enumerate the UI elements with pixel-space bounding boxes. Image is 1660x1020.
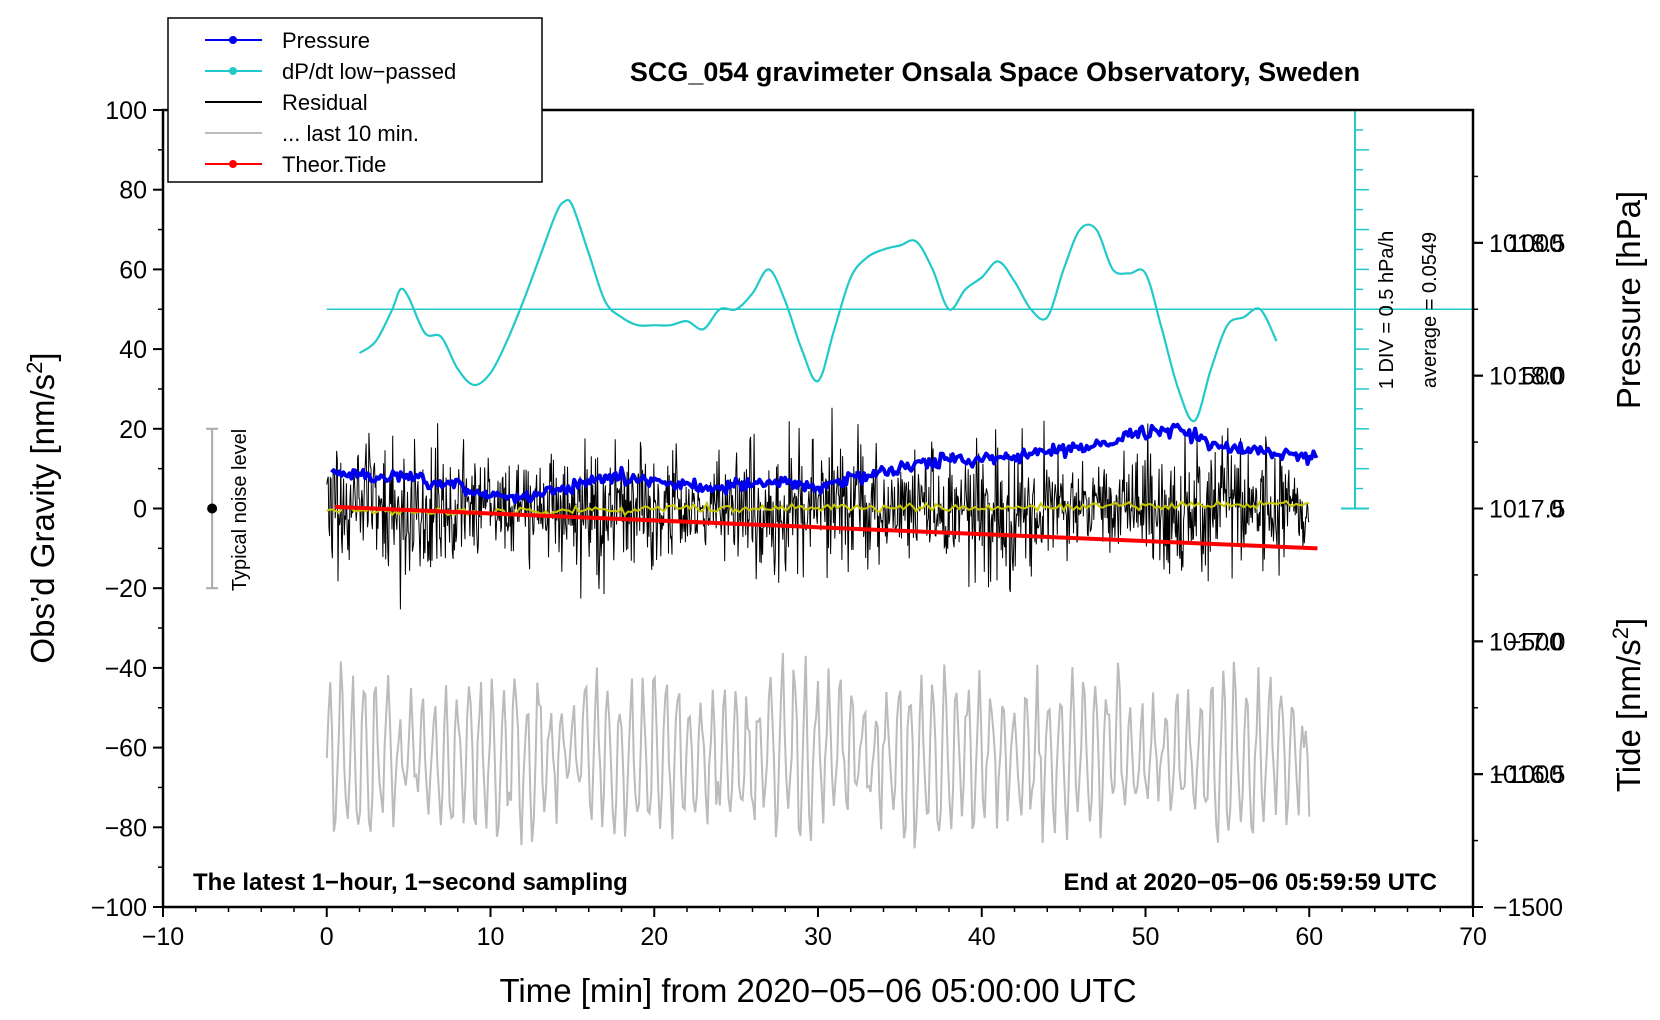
x-tick-label: 50: [1132, 923, 1160, 951]
y-tick-label: 80: [119, 177, 147, 205]
noise-label: Typical noise level: [229, 429, 251, 591]
y-tick-label: −20: [105, 575, 147, 603]
pressure-tick-label: 1017.0: [1489, 628, 1565, 656]
legend-label: ... last 10 min.: [282, 121, 419, 146]
y-axis-label-tide-tail: ]: [1610, 618, 1647, 627]
tide-tick-label: 1000: [1507, 230, 1563, 258]
legend-label: Theor.Tide: [282, 152, 386, 177]
x-tick-label: 0: [320, 923, 334, 951]
chart-title: SCG_054 gravimeter Onsala Space Observat…: [630, 57, 1360, 87]
div-label: 1 DIV = 0.5 hPa/h: [1376, 231, 1398, 389]
series-dpdt: [358, 198, 1278, 423]
y-axis-label-tide: Tide [nm/s2]: [1608, 618, 1647, 792]
legend-label: Pressure: [282, 28, 370, 53]
x-tick-label: 20: [640, 923, 668, 951]
pressure-tick-label: 1018.5: [1489, 230, 1565, 258]
y-tick-label: −100: [91, 894, 147, 922]
y-tick-label: −80: [105, 814, 147, 842]
average-label: average = 0.0549: [1419, 232, 1441, 388]
y-axis-label-tide-sup: 2: [1608, 627, 1633, 639]
y-tick-label: 100: [105, 97, 147, 125]
x-tick-label: 10: [477, 923, 505, 951]
annotation-end-time: End at 2020−05−06 05:59:59 UTC: [1063, 869, 1437, 896]
pressure-tick-label: 1016.5: [1489, 761, 1565, 789]
series-theor-tide: [334, 504, 1318, 551]
x-tick-label: −10: [142, 923, 184, 951]
legend-box: [167, 17, 543, 183]
x-tick-label: 60: [1295, 923, 1323, 951]
tide-tick-label: 500: [1521, 363, 1563, 391]
y-tick-label: 20: [119, 416, 147, 444]
y-axis-label-left: Obs’d Gravity [nm/s2]: [22, 352, 61, 663]
y-axis-label-left-tail: ]: [24, 352, 61, 361]
legend-label: Residual: [282, 90, 368, 115]
x-tick-label: 30: [804, 923, 832, 951]
y-axis-label-left-sup: 2: [22, 362, 47, 374]
tide-tick-label: 0: [1549, 496, 1563, 524]
noise-bar: [206, 427, 219, 590]
annotation-sampling: The latest 1−hour, 1−second sampling: [193, 869, 628, 896]
legend-entries: Pressure dP/dt low−passed Residual ... last…: [205, 28, 456, 177]
y-tick-label: −40: [105, 655, 147, 683]
legend-marker: [229, 67, 237, 75]
series-last-10-min: [325, 652, 1311, 849]
series-residual: [326, 407, 1310, 610]
y-tick-label: −60: [105, 735, 147, 763]
tide-tick-label: −1500: [1493, 894, 1563, 922]
pressure-tick-label: 1017.5: [1489, 496, 1565, 524]
y-tick-label: 0: [133, 496, 147, 524]
y-axis-label-tide-main: Tide [nm/s: [1610, 639, 1647, 792]
pressure-tick-label: 1018.0: [1489, 363, 1565, 391]
series-pressure: [330, 422, 1319, 505]
data-layer: [325, 109, 1473, 849]
noise-bar-center-dot: [207, 503, 218, 514]
x-tick-label: 70: [1459, 923, 1487, 951]
x-axis-label: Time [min] from 2020−05−06 05:00:00 UTC: [499, 972, 1136, 1009]
plot-frame: [161, 108, 1475, 909]
ticks-layer: −10 0 10 20 30 40 50 60 70100806040200−20−40−60−…: [91, 97, 1566, 951]
y-axis-label-left-main: Obs’d Gravity [nm/s: [24, 374, 61, 664]
tide-tick-label: −1000: [1493, 761, 1563, 789]
y-tick-label: 40: [119, 336, 147, 364]
legend-label: dP/dt low−passed: [282, 59, 456, 84]
y-tick-label: 60: [119, 256, 147, 284]
legend: Pressure dP/dt low−passed Residual ... last…: [167, 17, 543, 183]
legend-marker: [229, 160, 237, 168]
tide-tick-label: −500: [1507, 628, 1563, 656]
y-axis-label-pressure: Pressure [hPa]: [1610, 191, 1647, 409]
x-tick-label: 40: [968, 923, 996, 951]
legend-marker: [229, 36, 237, 44]
